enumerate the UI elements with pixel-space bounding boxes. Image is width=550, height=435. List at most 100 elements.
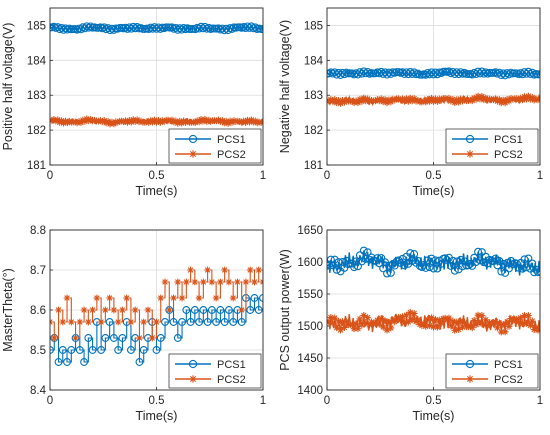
- data-point: [470, 68, 479, 77]
- data-point: [482, 316, 490, 324]
- data-point: [173, 334, 182, 342]
- data-point: [156, 334, 165, 342]
- data-point: [76, 318, 84, 326]
- data-point: [193, 117, 201, 125]
- data-point: [449, 96, 457, 103]
- data-point: [474, 92, 482, 100]
- data-point: [381, 317, 389, 324]
- legend-box: [168, 353, 262, 389]
- data-point: [389, 95, 397, 103]
- data-point: [426, 322, 434, 330]
- data-point: [217, 278, 224, 286]
- data-point: [358, 321, 366, 329]
- data-point: [352, 320, 360, 328]
- x-tick-label: 0.5: [426, 170, 442, 182]
- data-point: [238, 306, 246, 314]
- x-axis-label: Time(s): [136, 184, 178, 198]
- data-point: [203, 318, 212, 326]
- data-point: [420, 320, 428, 327]
- data-point: [406, 308, 414, 316]
- x-tick-label: 1: [260, 170, 266, 182]
- data-point: [52, 117, 60, 125]
- data-point: [524, 312, 532, 319]
- data-point: [80, 306, 88, 314]
- data-point: [339, 318, 346, 326]
- data-point: [148, 24, 157, 33]
- y-tick-label: 184: [27, 55, 47, 67]
- data-point: [221, 266, 229, 274]
- data-point: [478, 312, 486, 319]
- y-tick-label: 1500: [297, 321, 323, 333]
- data-point: [526, 322, 534, 329]
- data-point: [222, 24, 231, 33]
- data-point: [357, 69, 366, 78]
- data-point: [476, 69, 484, 78]
- legend: PCS1 PCS2: [168, 353, 262, 389]
- legend-marker: [466, 375, 474, 383]
- data-point: [472, 95, 480, 103]
- data-point: [129, 22, 138, 31]
- data-point: [338, 68, 347, 77]
- axes-frame: [49, 7, 264, 166]
- data-point: [474, 311, 482, 319]
- data-point: [354, 262, 362, 271]
- data-point: [532, 95, 540, 103]
- x-tick-label: 0.5: [149, 170, 165, 182]
- data-point: [523, 95, 530, 103]
- data-point: [97, 318, 105, 326]
- y-tick-label: 185: [304, 20, 323, 32]
- data-point: [394, 256, 403, 265]
- data-point: [158, 117, 166, 124]
- data-point: [229, 294, 237, 302]
- data-point: [327, 255, 335, 264]
- data-point: [481, 68, 490, 77]
- x-tick-label: 0: [47, 395, 53, 407]
- legend-marker: [189, 150, 197, 158]
- y-tick-label: 183: [27, 90, 46, 102]
- legend-marker: [465, 359, 475, 369]
- data-point: [385, 68, 393, 77]
- data-point: [199, 278, 207, 286]
- data-point: [387, 324, 395, 332]
- data-point: [428, 95, 435, 102]
- legend-item-pcs2: PCS2: [452, 374, 523, 386]
- data-point: [331, 314, 339, 322]
- data-point: [348, 321, 356, 329]
- series-line: [50, 297, 263, 363]
- data-point: [501, 328, 509, 336]
- data-point: [397, 96, 404, 104]
- data-point: [423, 68, 432, 77]
- data-point: [379, 323, 387, 331]
- data-point: [71, 118, 79, 126]
- data-point: [143, 118, 151, 126]
- data-point: [364, 314, 372, 322]
- data-point: [170, 118, 178, 126]
- x-axis-label: Time(s): [413, 184, 455, 198]
- legend-marker: [188, 359, 198, 369]
- data-point: [408, 316, 416, 324]
- data-point: [84, 318, 92, 326]
- data-point: [114, 318, 122, 326]
- data-point: [91, 116, 98, 124]
- data-point: [366, 321, 373, 329]
- data-point: [520, 255, 529, 264]
- data-point: [106, 294, 114, 302]
- data-point: [195, 294, 203, 302]
- y-tick-label: 8.7: [30, 265, 46, 277]
- subplot-4: 0 0.5 1 1400 1450 1500 1550 1600 1650 Time(s) PCS …: [278, 225, 543, 423]
- data-point: [84, 23, 93, 32]
- data-point: [410, 310, 418, 317]
- data-point: [495, 319, 503, 327]
- data-point: [420, 97, 428, 105]
- data-point: [199, 24, 207, 33]
- data-point: [400, 261, 409, 270]
- data-point: [528, 259, 537, 268]
- series-pcs1: [327, 246, 540, 278]
- data-point: [441, 95, 449, 102]
- data-point: [379, 69, 388, 78]
- data-point: [373, 316, 381, 324]
- data-point: [460, 68, 469, 77]
- legend-label: PCS1: [217, 359, 246, 371]
- legend-item-pcs1: PCS1: [452, 134, 523, 146]
- data-point: [452, 257, 461, 266]
